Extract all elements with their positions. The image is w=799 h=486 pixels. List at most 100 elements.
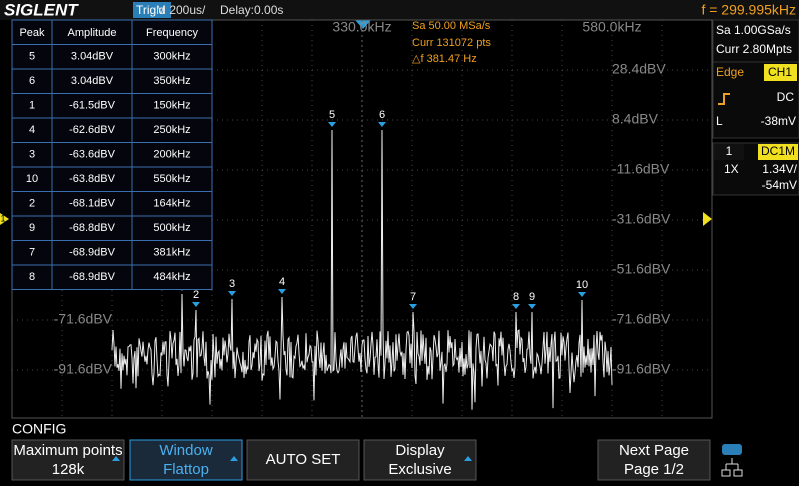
peak-marker bbox=[228, 291, 236, 296]
peak-marker bbox=[409, 304, 417, 309]
softkey-label: 128k bbox=[52, 461, 85, 478]
table-cell: 7 bbox=[29, 247, 35, 259]
table-cell: -62.6dBV bbox=[69, 124, 116, 136]
y-label: -71.6dBV bbox=[54, 311, 113, 327]
network-icon bbox=[721, 469, 731, 477]
softkey-label: Page 1/2 bbox=[624, 461, 684, 478]
top-bar bbox=[0, 0, 799, 20]
softkey[interactable] bbox=[246, 439, 360, 481]
softkey[interactable] bbox=[129, 439, 243, 481]
peak-label: 7 bbox=[410, 291, 416, 303]
peak-table: Peak Amplitude Frequency 5 3.04dBV 300kHz 6 3.0… bbox=[11, 19, 213, 290]
table-cell: 500kHz bbox=[153, 222, 190, 234]
y-label: 28.4dBV bbox=[612, 61, 666, 77]
peak-marker bbox=[378, 122, 386, 127]
table-header: Frequency bbox=[146, 27, 198, 39]
table-cell: 200kHz bbox=[153, 149, 190, 161]
channel-coupling: DC1M bbox=[761, 144, 795, 158]
trigger-level: -38mV bbox=[761, 114, 796, 128]
fft-info: △f 381.47 Hz bbox=[412, 53, 477, 65]
peak-label: 10 bbox=[576, 279, 588, 291]
frequency-counter: f = 299.995kHz bbox=[701, 2, 796, 18]
softkey[interactable] bbox=[597, 439, 711, 481]
peak-label: 2 bbox=[193, 289, 199, 301]
x-label: 330.0kHz bbox=[332, 19, 391, 35]
peak-label: 9 bbox=[529, 291, 535, 303]
softkey[interactable] bbox=[11, 439, 125, 481]
table-cell: 484kHz bbox=[153, 271, 190, 283]
table-header: Amplitude bbox=[68, 27, 117, 39]
usb-icon bbox=[722, 444, 742, 455]
y-label: -91.6dBV bbox=[54, 361, 113, 377]
softkey-label: Next Page bbox=[619, 442, 689, 459]
peak-label: 4 bbox=[279, 276, 285, 288]
y-label: -91.6dBV bbox=[612, 361, 671, 377]
table-cell: 10 bbox=[26, 173, 38, 185]
y-label: -71.6dBV bbox=[612, 311, 671, 327]
table-cell: -63.6dBV bbox=[69, 149, 116, 161]
y-label: -11.6dBV bbox=[612, 161, 670, 177]
table-cell: -61.5dBV bbox=[69, 100, 116, 112]
brand: SIGLENT bbox=[4, 0, 79, 19]
softkey-arrow bbox=[112, 456, 120, 461]
trigger-source: CH1 bbox=[768, 65, 792, 79]
delay: Delay:0.00s bbox=[220, 3, 283, 17]
table-cell: 350kHz bbox=[153, 75, 190, 87]
table-cell: -68.9dBV bbox=[69, 247, 116, 259]
y-label: -51.6dBV bbox=[612, 261, 671, 277]
table-cell: 300kHz bbox=[153, 51, 190, 63]
table-cell: 6 bbox=[29, 75, 35, 87]
channel-offset: -54mV bbox=[762, 178, 797, 192]
softkey[interactable] bbox=[363, 439, 477, 481]
table-cell: 1 bbox=[29, 100, 35, 112]
table-cell: 164kHz bbox=[153, 198, 190, 210]
acq-panel bbox=[712, 19, 799, 63]
table-cell: -68.1dBV bbox=[69, 198, 116, 210]
peak-marker bbox=[578, 292, 586, 297]
softkeys: Maximum points 128k Window Flattop AUTO SET D… bbox=[11, 439, 711, 481]
peak-label: 6 bbox=[379, 109, 385, 121]
peak-marker bbox=[278, 289, 286, 294]
table-cell: 3 bbox=[29, 149, 35, 161]
softkey-arrow bbox=[230, 456, 238, 461]
fft-info: Sa 50.00 MSa/s bbox=[412, 20, 491, 32]
table-cell: 8 bbox=[29, 271, 35, 283]
x-label: 580.0kHz bbox=[582, 19, 641, 35]
trigger-badge bbox=[133, 2, 171, 18]
table-cell: 550kHz bbox=[153, 173, 190, 185]
table-header: Peak bbox=[19, 27, 45, 39]
menu-title: CONFIG bbox=[12, 421, 66, 437]
spectrum-trace bbox=[111, 129, 613, 410]
fft-info: Curr 131072 pts bbox=[412, 37, 491, 49]
channel-badge bbox=[714, 144, 744, 160]
y-label: -31.6dBV bbox=[612, 211, 671, 227]
softkey-arrow bbox=[464, 456, 472, 461]
softkey-label: AUTO SET bbox=[266, 451, 341, 468]
peak-marker bbox=[512, 304, 520, 309]
network-icon bbox=[733, 469, 743, 477]
table-cell: 2 bbox=[29, 198, 35, 210]
channel-number: 1 bbox=[726, 144, 733, 158]
table-cell: 381kHz bbox=[153, 247, 190, 259]
table-cell: 150kHz bbox=[153, 100, 190, 112]
table-cell: -68.9dBV bbox=[69, 271, 116, 283]
table-cell: 9 bbox=[29, 222, 35, 234]
softkey-label: Display bbox=[395, 442, 445, 459]
peak-marker bbox=[328, 122, 336, 127]
channel-coupling-badge bbox=[758, 144, 798, 160]
edge-icon bbox=[718, 93, 730, 105]
peak-label: 5 bbox=[329, 109, 335, 121]
peak-marker bbox=[192, 302, 200, 307]
level-label: L bbox=[716, 114, 723, 128]
peak-marker bbox=[528, 304, 536, 309]
table-cell: 3.04dBV bbox=[71, 75, 114, 87]
softkey-label: Window bbox=[159, 442, 213, 459]
trigger-type: Edge bbox=[716, 65, 744, 79]
table-cell: 5 bbox=[29, 51, 35, 63]
volts-per-div: 1.34V/ bbox=[762, 162, 797, 176]
level-marker bbox=[703, 212, 712, 226]
channel-marker-label: 1 bbox=[0, 213, 5, 223]
trigger-coupling: DC bbox=[777, 90, 795, 104]
memory-depth: Curr 2.80Mpts bbox=[716, 42, 792, 56]
